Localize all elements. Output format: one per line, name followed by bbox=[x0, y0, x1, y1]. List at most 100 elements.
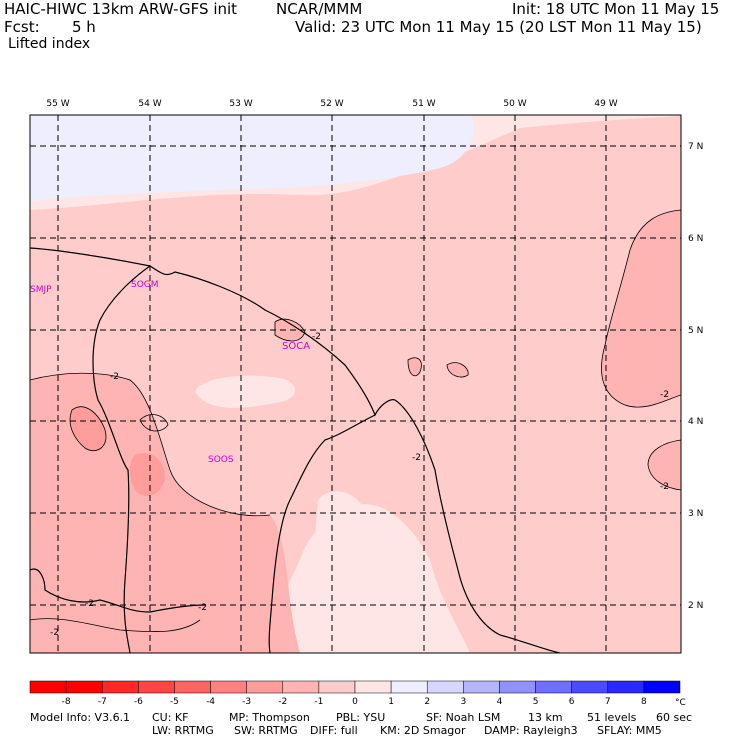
colorbar-tick-label: -1 bbox=[314, 697, 323, 707]
lon-label: 50 W bbox=[503, 99, 526, 109]
contour-label: -2 bbox=[660, 390, 669, 400]
shade-zero-to-plus1 bbox=[30, 115, 474, 202]
shade-patch-b bbox=[447, 362, 469, 377]
shade-minus2-to-minus3-east2 bbox=[648, 440, 681, 490]
colorbar-tick-label: -5 bbox=[170, 697, 179, 707]
footer-diff: DIFF: full bbox=[310, 724, 358, 737]
colorbar-swatch bbox=[426, 680, 464, 694]
colorbar-tick-label: 0 bbox=[352, 697, 358, 707]
colorbar-swatch bbox=[463, 680, 500, 694]
station-smjp: SMJP bbox=[30, 285, 52, 295]
footer-sflay: SFLAY: MM5 bbox=[597, 724, 662, 737]
organization-label: NCAR/MMM bbox=[276, 0, 363, 18]
colorbar-swatch bbox=[174, 680, 211, 694]
footer-resolution: 13 km bbox=[528, 711, 563, 724]
lon-label: 51 W bbox=[412, 99, 435, 109]
coastline bbox=[30, 247, 561, 653]
contour-label: -2 bbox=[660, 482, 669, 492]
colorbar-swatch bbox=[138, 680, 175, 694]
station-soos: SOOS bbox=[208, 455, 234, 465]
colorbar: -8 -7 -6 -5 -4 -3 -2 -1 0 1 2 3 4 5 6 7 8 bbox=[29, 680, 681, 707]
colorbar-tick-label: 4 bbox=[497, 697, 503, 707]
footer-sf: SF: Noah LSM bbox=[426, 711, 501, 724]
lon-label: 53 W bbox=[229, 99, 252, 109]
footer-cu: CU: KF bbox=[152, 711, 189, 724]
colorbar-tick-label: -4 bbox=[206, 697, 215, 707]
model-title: HAIC-HIWC 13km ARW-GFS init bbox=[4, 0, 238, 18]
forecast-hours: 5 h bbox=[72, 18, 96, 36]
station-soca: SOCA bbox=[282, 341, 310, 352]
colorbar-swatch bbox=[101, 680, 139, 694]
colorbar-swatch bbox=[499, 680, 536, 694]
colorbar-tick-label: -3 bbox=[242, 697, 251, 707]
shade-minus3-to-minus4-b bbox=[129, 452, 165, 497]
forecast-label: Fcst: bbox=[4, 18, 40, 36]
coastline-and-borders bbox=[30, 247, 561, 653]
station-labels: SMJP SOGM SOCA SOOS bbox=[30, 280, 310, 465]
colorbar-tick-label: 3 bbox=[460, 697, 466, 707]
shade-minus2-to-minus3-east bbox=[601, 210, 681, 408]
valid-time: Valid: 23 UTC Mon 11 May 15 (20 LST Mon … bbox=[295, 18, 702, 36]
lon-label: 54 W bbox=[138, 99, 161, 109]
lat-label: 5 N bbox=[688, 326, 703, 336]
colorbar-swatch bbox=[65, 680, 103, 694]
lat-lon-grid bbox=[30, 115, 681, 653]
colorbar-swatch bbox=[354, 680, 392, 694]
map-frame bbox=[29, 114, 682, 654]
colorbar-swatch bbox=[318, 680, 356, 694]
footer-sw: SW: RRTMG bbox=[234, 724, 298, 737]
colorbar-tick-label: 6 bbox=[569, 697, 575, 707]
colorbar-tick-label: 8 bbox=[641, 697, 647, 707]
lon-label: 49 W bbox=[594, 99, 617, 109]
border-south-a bbox=[30, 568, 206, 613]
colorbar-tick-label: -8 bbox=[62, 697, 71, 707]
colorbar-tick-label: 2 bbox=[424, 697, 430, 707]
footer-levels: 51 levels bbox=[587, 711, 637, 724]
lon-label: 52 W bbox=[320, 99, 343, 109]
colorbar-tick-label: 5 bbox=[533, 697, 539, 707]
colorbar-tick-label: 1 bbox=[388, 697, 394, 707]
footer-km: KM: 2D Smagor bbox=[380, 724, 466, 737]
footer-mp: MP: Thompson bbox=[229, 711, 310, 724]
contour-label: -2 bbox=[110, 372, 119, 382]
colorbar-swatch bbox=[29, 680, 67, 694]
footer-timestep: 60 sec bbox=[656, 711, 693, 724]
contour-label: -2 bbox=[412, 453, 421, 463]
shade-patch-c bbox=[408, 357, 422, 376]
field-name: Lifted index bbox=[8, 36, 91, 52]
colorbar-swatch bbox=[246, 680, 284, 694]
shade-white-patch bbox=[195, 375, 295, 408]
lat-label: 3 N bbox=[688, 509, 703, 519]
lat-label: 2 N bbox=[688, 601, 703, 611]
border-central bbox=[268, 414, 376, 653]
colorbar-swatch bbox=[535, 680, 572, 694]
lat-label: 6 N bbox=[688, 234, 703, 244]
border-west bbox=[92, 265, 151, 653]
contour-label: -2 bbox=[312, 332, 321, 342]
contour-lines bbox=[30, 209, 681, 633]
shade-white-south bbox=[313, 491, 442, 653]
colorbar-tick-label: -6 bbox=[134, 697, 143, 707]
colorbar-swatch bbox=[571, 680, 609, 694]
colorbar-tick-label: 7 bbox=[605, 697, 611, 707]
contour-label: -2 bbox=[85, 599, 94, 609]
latitude-labels: 7 N 6 N 5 N 4 N 3 N 2 N bbox=[688, 142, 703, 611]
lat-label: 4 N bbox=[688, 417, 703, 427]
station-sogm: SOGM bbox=[131, 280, 159, 290]
colorbar-swatch bbox=[643, 680, 681, 694]
contour-label: -2 bbox=[50, 628, 59, 638]
init-time: Init: 18 UTC Mon 11 May 15 bbox=[512, 0, 720, 18]
colorbar-tick-label: -7 bbox=[98, 697, 107, 707]
footer-model-info: Model Info: V3.6.1 bbox=[30, 711, 131, 724]
colorbar-swatch bbox=[390, 680, 428, 694]
lat-label: 7 N bbox=[688, 142, 703, 152]
colorbar-swatch bbox=[607, 680, 645, 694]
colorbar-tick-label: -2 bbox=[278, 697, 287, 707]
contour-label-group: -2 -2 -2 -2 -2 -2 -2 -2 bbox=[50, 332, 669, 638]
shade-minus3-to-minus4-a bbox=[70, 406, 106, 451]
lon-label: 55 W bbox=[46, 99, 69, 109]
shaded-field bbox=[30, 115, 681, 653]
footer-damp: DAMP: Rayleigh3 bbox=[484, 724, 578, 737]
colorbar-swatch bbox=[282, 680, 320, 694]
